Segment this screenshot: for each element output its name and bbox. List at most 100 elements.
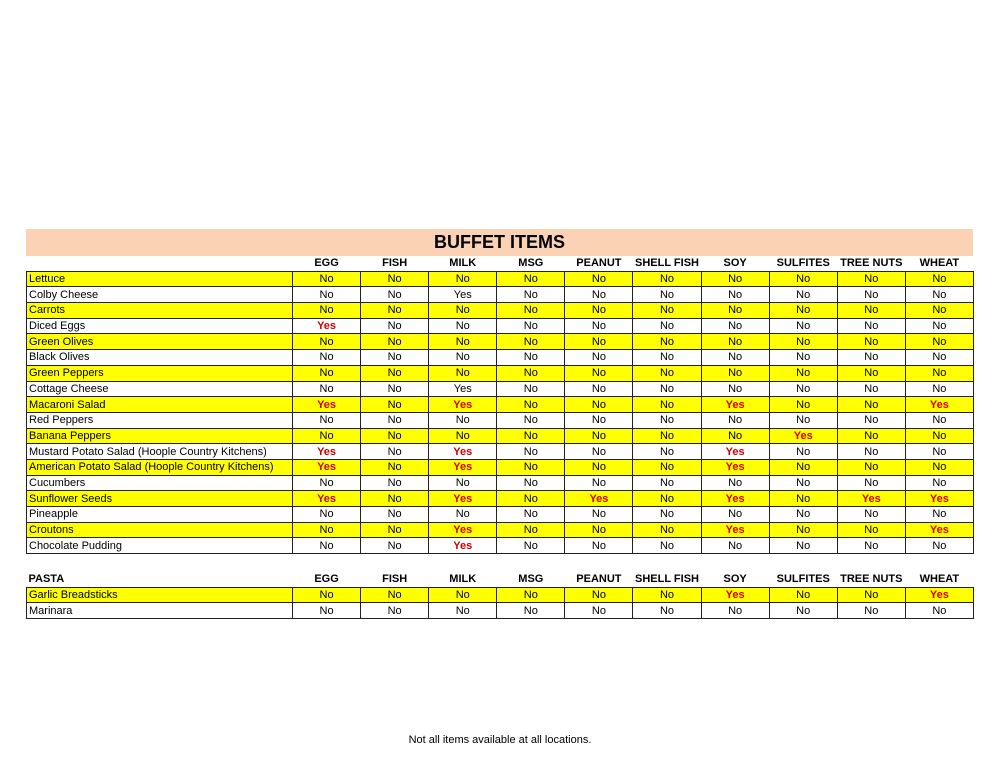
item-name: Green Olives bbox=[26, 333, 293, 351]
allergen-cell: No bbox=[904, 302, 974, 319]
allergen-cell: Yes bbox=[904, 521, 974, 539]
allergen-cell: No bbox=[904, 286, 974, 304]
column-header-egg: EGG bbox=[314, 257, 339, 270]
allergen-cell: No bbox=[836, 427, 906, 445]
column-header-soy: SOY bbox=[723, 573, 747, 586]
column-header-sulfites: SULFITES bbox=[776, 573, 830, 586]
item-name: Macaroni Salad bbox=[26, 396, 293, 413]
item-name: Sunflower Seeds bbox=[26, 490, 293, 507]
allergen-cell: No bbox=[496, 396, 566, 413]
allergen-cell: No bbox=[360, 270, 430, 288]
allergen-cell: No bbox=[564, 349, 634, 366]
allergen-cell: No bbox=[360, 506, 430, 523]
allergen-cell: No bbox=[632, 521, 702, 539]
allergen-cell: No bbox=[564, 537, 634, 555]
allergen-cell: No bbox=[428, 270, 498, 288]
allergen-cell: No bbox=[564, 364, 634, 382]
allergen-cell: No bbox=[632, 443, 702, 460]
allergen-cell: No bbox=[564, 458, 634, 476]
allergen-cell: No bbox=[700, 380, 770, 398]
allergen-cell: No bbox=[360, 443, 430, 460]
allergen-cell: No bbox=[904, 474, 974, 492]
allergen-cell: Yes bbox=[564, 490, 634, 507]
allergen-cell: No bbox=[836, 521, 906, 539]
allergen-cell: No bbox=[428, 602, 498, 620]
allergen-cell: No bbox=[564, 396, 634, 413]
allergen-cell: No bbox=[904, 427, 974, 445]
allergen-cell: No bbox=[836, 506, 906, 523]
allergen-cell: No bbox=[904, 537, 974, 555]
allergen-cell: No bbox=[496, 302, 566, 319]
allergen-cell: No bbox=[496, 427, 566, 445]
allergen-cell: No bbox=[428, 349, 498, 366]
allergen-cell: Yes bbox=[700, 396, 770, 413]
allergen-cell: Yes bbox=[428, 380, 498, 398]
allergen-cell: No bbox=[632, 458, 702, 476]
allergen-cell: No bbox=[564, 317, 634, 335]
table-row: Chocolate Pudding No No Yes No No No No No No No bbox=[26, 537, 974, 555]
allergen-cell: Yes bbox=[700, 521, 770, 539]
allergen-cell: No bbox=[768, 270, 838, 288]
table-row: Pineapple No No No No No No No No No No bbox=[26, 506, 974, 523]
allergen-cell: No bbox=[632, 506, 702, 523]
allergen-cell: No bbox=[428, 333, 498, 351]
allergen-cell: No bbox=[768, 286, 838, 304]
table-row: Cucumbers No No No No No No No No No No bbox=[26, 474, 974, 492]
allergen-cell: No bbox=[700, 349, 770, 366]
column-header-egg: EGG bbox=[314, 573, 339, 586]
table-row: Colby Cheese No No Yes No No No No No No No bbox=[26, 286, 974, 304]
allergen-cell: No bbox=[904, 602, 974, 620]
column-header-msg: MSG bbox=[518, 257, 544, 270]
allergen-cell: No bbox=[291, 602, 362, 620]
allergen-cell: No bbox=[836, 333, 906, 351]
allergen-cell: No bbox=[496, 490, 566, 507]
allergen-cell: No bbox=[632, 586, 702, 604]
item-name: Green Peppers bbox=[26, 364, 293, 382]
allergen-cell: No bbox=[291, 506, 362, 523]
allergen-cell: No bbox=[291, 270, 362, 288]
allergen-cell: No bbox=[360, 286, 430, 304]
allergen-cell: No bbox=[360, 396, 430, 413]
allergen-cell: No bbox=[496, 474, 566, 492]
allergen-cell: No bbox=[564, 521, 634, 539]
allergen-cell: No bbox=[564, 270, 634, 288]
allergen-cell: Yes bbox=[904, 586, 974, 604]
allergen-cell: No bbox=[291, 521, 362, 539]
allergen-cell: No bbox=[836, 286, 906, 304]
allergen-cell: Yes bbox=[428, 396, 498, 413]
allergen-cell: No bbox=[291, 474, 362, 492]
allergen-cell: No bbox=[428, 474, 498, 492]
allergen-cell: Yes bbox=[428, 521, 498, 539]
allergen-cell: No bbox=[904, 443, 974, 460]
allergen-cell: No bbox=[700, 317, 770, 335]
allergen-cell: No bbox=[291, 586, 362, 604]
allergen-cell: No bbox=[768, 302, 838, 319]
allergen-cell: No bbox=[632, 490, 702, 507]
allergen-cell: Yes bbox=[904, 490, 974, 507]
allergen-cell: No bbox=[632, 349, 702, 366]
column-header-msg: MSG bbox=[518, 573, 544, 586]
allergen-cell: No bbox=[496, 586, 566, 604]
column-header-tree-nuts: TREE NUTS bbox=[840, 257, 903, 270]
allergen-cell: No bbox=[904, 349, 974, 366]
allergen-cell: No bbox=[496, 458, 566, 476]
allergen-cell: No bbox=[360, 349, 430, 366]
allergen-cell: Yes bbox=[428, 490, 498, 507]
allergen-cell: No bbox=[632, 427, 702, 445]
table-row: Black Olives No No No No No No No No No No bbox=[26, 349, 974, 366]
allergen-cell: No bbox=[768, 317, 838, 335]
allergen-cell: No bbox=[836, 602, 906, 620]
allergen-cell: No bbox=[428, 427, 498, 445]
allergen-cell: No bbox=[564, 586, 634, 604]
allergen-cell: No bbox=[291, 364, 362, 382]
column-header-milk: MILK bbox=[449, 573, 477, 586]
column-header-shell-fish: SHELL FISH bbox=[635, 257, 699, 270]
item-name: Black Olives bbox=[26, 349, 293, 366]
column-header-shell-fish: SHELL FISH bbox=[635, 573, 699, 586]
allergen-cell: No bbox=[291, 349, 362, 366]
allergen-cell: No bbox=[904, 317, 974, 335]
item-name: Pineapple bbox=[26, 506, 293, 523]
allergen-cell: No bbox=[564, 333, 634, 351]
item-name: Cottage Cheese bbox=[26, 380, 293, 398]
allergen-cell: No bbox=[360, 317, 430, 335]
